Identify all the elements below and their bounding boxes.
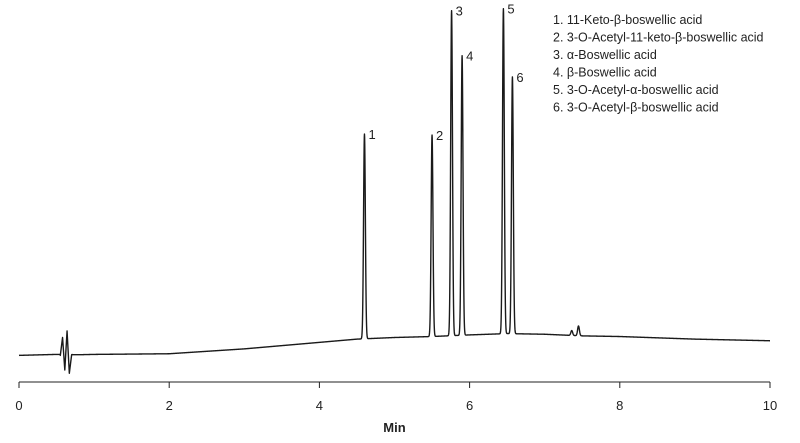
legend: 1. 11-Keto-β-boswellic acid 2. 3-O-Acetyl… [553, 13, 764, 115]
peak-labels: 1 2 3 4 5 6 [368, 2, 523, 143]
plot-area [18, 8, 771, 374]
x-tick-label: 0 [15, 398, 22, 413]
legend-entry: 4. β-Boswellic acid [553, 66, 657, 80]
x-axis-title: Min [383, 420, 405, 435]
x-axis: 0 2 4 6 8 10 Min [15, 381, 777, 435]
peak-label: 5 [507, 2, 514, 17]
legend-entry: 3. α-Boswellic acid [553, 48, 657, 62]
x-tick-label: 4 [316, 398, 323, 413]
legend-entry: 6. 3-O-Acetyl-β-boswellic acid [553, 101, 719, 115]
peak-label: 2 [436, 128, 443, 143]
chromatogram-trace [18, 8, 771, 374]
x-tick-label: 2 [166, 398, 173, 413]
x-tick-label: 6 [466, 398, 473, 413]
peak-label: 4 [466, 49, 473, 64]
legend-entry: 1. 11-Keto-β-boswellic acid [553, 13, 702, 27]
peak-label: 3 [456, 4, 463, 19]
x-tick-label: 8 [616, 398, 623, 413]
legend-entry: 2. 3-O-Acetyl-11-keto-β-boswellic acid [553, 31, 764, 45]
peak-label: 6 [516, 70, 523, 85]
x-tick-label: 10 [763, 398, 777, 413]
peak-label: 1 [368, 127, 375, 142]
legend-entry: 5. 3-O-Acetyl-α-boswellic acid [553, 83, 719, 97]
